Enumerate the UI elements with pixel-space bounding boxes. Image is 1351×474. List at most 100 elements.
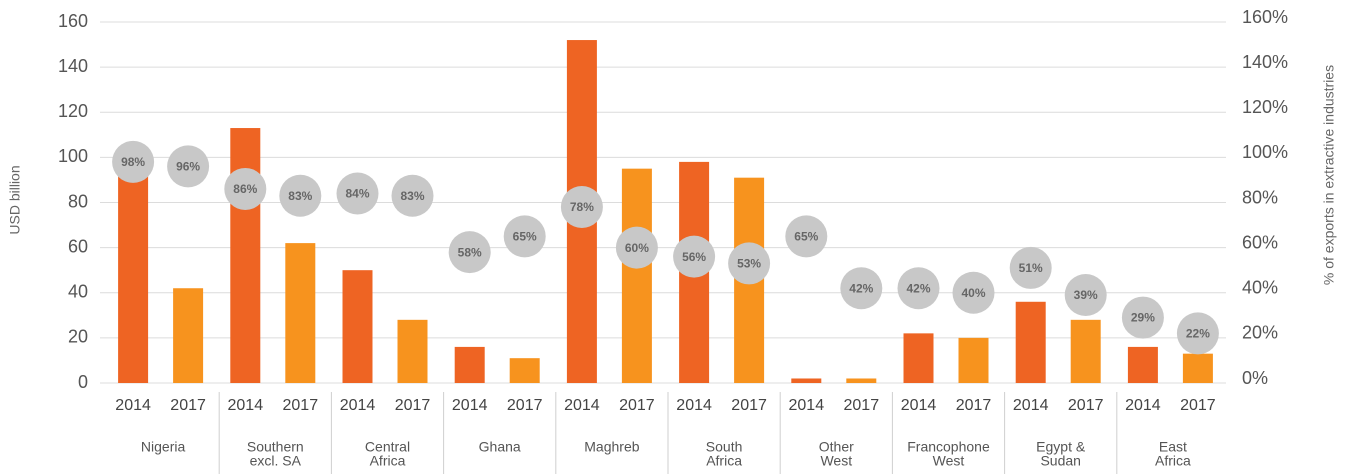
x-group-label: Francophone	[907, 439, 990, 455]
y-tick-label: 140	[58, 56, 88, 76]
bar	[621, 168, 652, 383]
x-tick-label: 2017	[1068, 397, 1104, 414]
bar	[1127, 346, 1158, 383]
y-tick-label: 0	[78, 372, 88, 392]
x-tick-label: 2017	[844, 397, 880, 414]
y2-tick-label: 120%	[1242, 97, 1288, 117]
y2-tick-label: 80%	[1242, 187, 1278, 207]
pct-marker	[615, 226, 658, 269]
x-group-label: East	[1159, 439, 1187, 455]
x-group-label: Sudan	[1040, 453, 1080, 469]
pct-marker	[560, 186, 603, 229]
x-group-label: Africa	[706, 453, 742, 469]
pct-label: 51%	[1019, 261, 1043, 275]
bar	[454, 346, 485, 383]
pct-label: 84%	[345, 187, 369, 201]
y-tick-label: 120	[58, 101, 88, 121]
pct-label: 86%	[233, 182, 257, 196]
pct-marker	[1176, 312, 1219, 355]
bar	[397, 319, 428, 383]
pct-label: 56%	[682, 250, 706, 264]
bar	[173, 288, 204, 383]
x-group-label: West	[820, 453, 852, 469]
y-tick-label: 160	[58, 11, 88, 31]
x-tick-label: 2017	[395, 397, 431, 414]
pct-label: 22%	[1186, 327, 1210, 341]
x-tick-label: 2014	[676, 397, 712, 414]
y2-tick-label: 40%	[1242, 278, 1278, 298]
pct-marker	[112, 140, 155, 183]
x-tick-label: 2017	[956, 397, 992, 414]
x-tick-label: 2014	[228, 397, 264, 414]
pct-label: 58%	[458, 245, 482, 259]
x-tick-label: 2014	[901, 397, 937, 414]
bar	[118, 168, 149, 383]
x-tick-label: 2017	[170, 397, 206, 414]
x-group-label: Egypt &	[1036, 439, 1086, 455]
pct-label: 98%	[121, 155, 145, 169]
y-axis-label: USD billion	[7, 165, 23, 234]
pct-marker	[897, 267, 940, 310]
x-tick-label: 2014	[789, 397, 825, 414]
pct-label: 39%	[1074, 288, 1098, 302]
bar	[1015, 301, 1046, 383]
x-group-label: Other	[819, 439, 854, 455]
bar	[342, 270, 373, 383]
pct-marker	[1064, 274, 1107, 317]
y-tick-label: 100	[58, 146, 88, 166]
pct-label: 83%	[288, 189, 312, 203]
bar	[1070, 319, 1101, 383]
pct-label: 42%	[906, 281, 930, 295]
x-tick-label: 2014	[1013, 397, 1049, 414]
pct-label: 53%	[737, 257, 761, 271]
x-group-label: excl. SA	[250, 453, 302, 469]
y-tick-label: 60	[68, 236, 88, 256]
pct-label: 96%	[176, 160, 200, 174]
x-group-label: Nigeria	[141, 439, 186, 455]
x-tick-label: 2017	[731, 397, 767, 414]
x-tick-label: 2014	[452, 397, 488, 414]
pct-label: 42%	[849, 281, 873, 295]
y2-tick-label: 160%	[1242, 7, 1288, 27]
bar	[903, 333, 934, 383]
bar	[285, 243, 316, 383]
pct-marker	[279, 174, 322, 217]
pct-label: 65%	[794, 230, 818, 244]
x-group-label: West	[933, 453, 965, 469]
x-tick-label: 2014	[1125, 397, 1161, 414]
pct-label: 65%	[513, 230, 537, 244]
pct-label: 83%	[400, 189, 424, 203]
pct-marker	[673, 235, 716, 278]
bar	[230, 128, 261, 383]
y-tick-label: 40	[68, 282, 88, 302]
bar	[958, 337, 989, 383]
pct-marker	[728, 242, 771, 285]
bar	[509, 358, 540, 383]
pct-marker	[224, 167, 267, 210]
y2-axis-label: % of exports in extractive industries	[1321, 65, 1337, 285]
x-group-label: Southern	[247, 439, 304, 455]
pct-marker	[167, 145, 210, 188]
x-tick-label: 2017	[1180, 397, 1216, 414]
y-tick-label: 80	[68, 191, 88, 211]
pct-label: 60%	[625, 241, 649, 255]
x-tick-label: 2014	[564, 397, 600, 414]
x-tick-label: 2014	[340, 397, 376, 414]
y2-tick-label: 20%	[1242, 323, 1278, 343]
pct-marker	[503, 215, 546, 258]
x-group-label: Africa	[370, 453, 406, 469]
x-tick-label: 2014	[115, 397, 151, 414]
bar	[791, 378, 822, 383]
y2-tick-label: 140%	[1242, 52, 1288, 72]
pct-marker	[840, 267, 883, 310]
pct-marker	[952, 271, 995, 314]
pct-marker	[1121, 296, 1164, 339]
bar	[1182, 353, 1213, 383]
x-group-label: Central	[365, 439, 410, 455]
x-tick-label: 2017	[283, 397, 319, 414]
bar	[846, 378, 877, 383]
y2-tick-label: 100%	[1242, 142, 1288, 162]
pct-label: 40%	[961, 286, 985, 300]
x-tick-label: 2017	[619, 397, 655, 414]
